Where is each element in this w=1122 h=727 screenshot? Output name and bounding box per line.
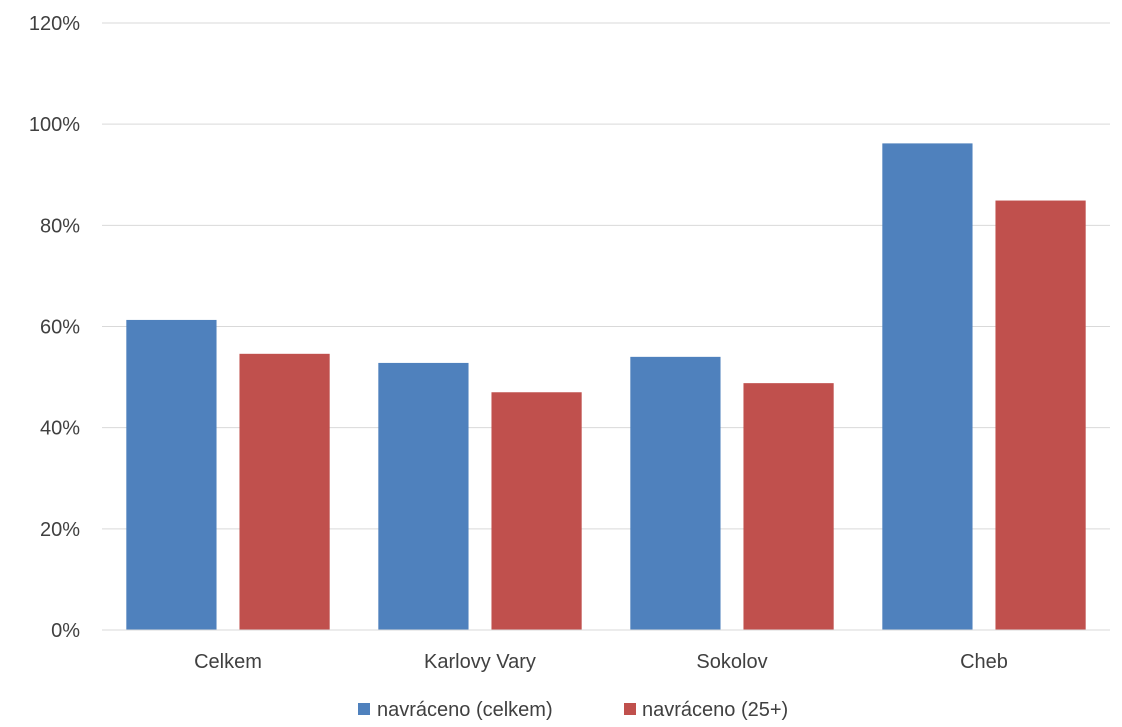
y-tick-label: 100% (29, 114, 80, 136)
x-category-label: Celkem (194, 651, 262, 673)
x-category-label: Karlovy Vary (424, 651, 536, 673)
legend-swatch (358, 703, 370, 715)
bar-25plus (743, 383, 834, 630)
bars (126, 143, 1086, 631)
legend-label: navráceno (celkem) (377, 699, 553, 721)
y-tick-label: 40% (40, 418, 80, 440)
legend-swatch (624, 703, 636, 715)
legend: navráceno (celkem) navráceno (25+) (358, 699, 788, 721)
y-tick-label: 120% (29, 13, 80, 35)
x-axis-categories: Celkem Karlovy Vary Sokolov Cheb (194, 651, 1008, 673)
y-tick-label: 60% (40, 317, 80, 339)
x-category-label: Cheb (960, 651, 1008, 673)
y-tick-label: 20% (40, 519, 80, 541)
bar-celkem (126, 319, 217, 630)
y-tick-label: 80% (40, 215, 80, 237)
bar-celkem (378, 362, 469, 630)
legend-label: navráceno (25+) (642, 699, 788, 721)
bar-celkem (630, 356, 721, 630)
y-tick-label: 0% (51, 620, 80, 642)
bar-celkem (882, 143, 973, 630)
bar-25plus (995, 200, 1086, 631)
bar-25plus (491, 392, 582, 630)
y-axis-ticks: 0% 20% 40% 60% 80% 100% 120% (29, 13, 80, 642)
x-category-label: Sokolov (696, 651, 767, 673)
bar-25plus (239, 353, 330, 630)
